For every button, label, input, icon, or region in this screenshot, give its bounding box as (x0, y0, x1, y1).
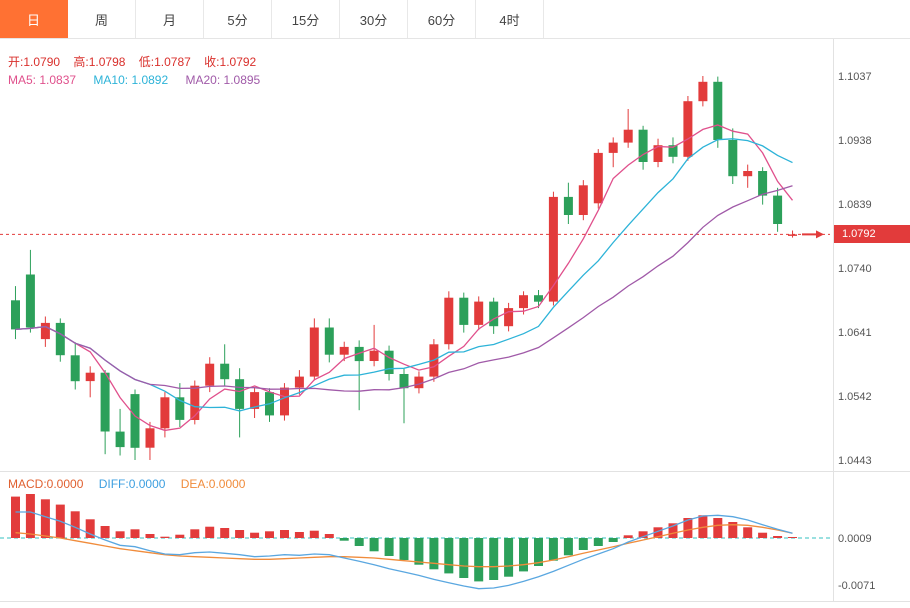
tab-month[interactable]: 月 (136, 0, 204, 38)
ma5-line (15, 124, 794, 432)
y-axis-label: 1.0542 (838, 391, 872, 403)
candlestick-chart-canvas[interactable]: 1.1037 1.0938 1.0839 1.0740 1.0641 1.0542 1.04… (0, 39, 910, 608)
tab-5min[interactable]: 5分 (204, 0, 272, 38)
tab-week[interactable]: 周 (68, 0, 136, 38)
y-axis-label: 1.0740 (838, 263, 872, 275)
tab-15min[interactable]: 15分 (272, 0, 340, 38)
panel-borders (0, 39, 910, 602)
diff-line (15, 511, 793, 590)
y-axis-label: 1.0443 (838, 455, 872, 467)
tab-4hour[interactable]: 4时 (476, 0, 544, 38)
macd-axis-labels: 0.0009 -0.0071 (838, 533, 875, 592)
y-axis-label: -0.0071 (838, 580, 875, 592)
tab-30min[interactable]: 30分 (340, 0, 408, 38)
ma20-line (15, 185, 793, 392)
timeframe-tabbar: 日 周 月 5分 15分 30分 60分 4时 (0, 0, 910, 39)
y-axis-label: 1.0839 (838, 199, 872, 211)
chart-area: 1.1037 1.0938 1.0839 1.0740 1.0641 1.0542 1.04… (0, 39, 910, 608)
dea-line (15, 524, 793, 568)
current-price-badge: 1.0792 (834, 225, 910, 243)
price-axis-labels: 1.1037 1.0938 1.0839 1.0740 1.0641 1.0542 1.04… (838, 71, 872, 467)
candle-series (11, 76, 797, 460)
y-axis-label: 1.0938 (838, 135, 872, 147)
tab-60min[interactable]: 60分 (408, 0, 476, 38)
tab-day[interactable]: 日 (0, 0, 68, 38)
y-axis-label: 1.0641 (838, 327, 872, 339)
y-axis-label: 0.0009 (838, 533, 872, 545)
latest-price-arrow (802, 230, 824, 239)
y-axis-label: 1.1037 (838, 71, 872, 83)
